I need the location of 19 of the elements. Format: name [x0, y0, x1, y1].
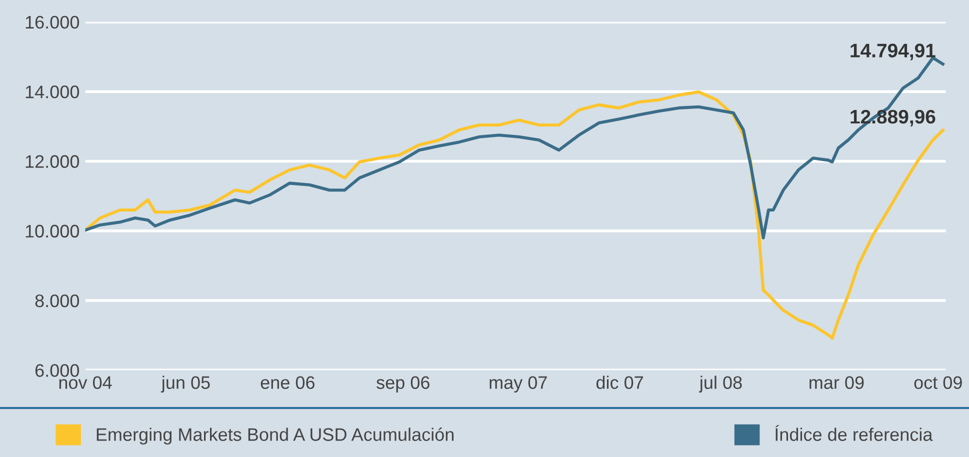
y-tick-label: 14.000 [26, 86, 80, 98]
y-tick-label: 10.000 [26, 224, 80, 238]
x-tick-label: may 07 [490, 376, 547, 393]
y-tick-label: 12.000 [26, 155, 80, 168]
annotation: 14.794,91 [850, 44, 936, 60]
legend-label: Índice de referencia [775, 425, 933, 441]
y-tick-label: 16.000 [26, 16, 80, 29]
x-tick-label: sep 06 [376, 376, 430, 393]
x-tick-label: ene 06 [260, 376, 314, 389]
x-tick-label: nov 04 [59, 376, 112, 389]
x-tick-label: jun 05 [160, 376, 210, 393]
x-tick-label: jul 08 [698, 376, 742, 393]
x-tick-label: oct 09 [914, 376, 962, 389]
x-tick-label: dic 07 [596, 376, 643, 389]
y-tick-label: 6.000 [35, 364, 80, 377]
x-tick-label: mar 09 [810, 376, 864, 389]
y-tick-label: 8.000 [35, 294, 80, 308]
legend-label: Emerging Markets Bond A USD Acumulación [96, 427, 454, 445]
line-series [85, 90, 944, 340]
